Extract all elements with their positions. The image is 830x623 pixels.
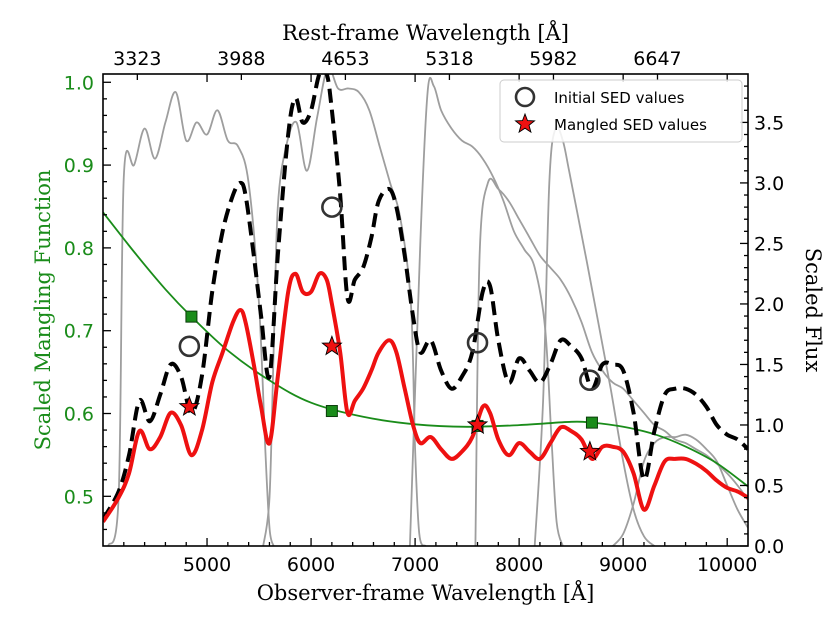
filter-curve-4 <box>474 177 748 546</box>
mangled-sed-point-1 <box>178 395 201 416</box>
filter-curve-5 <box>533 125 655 546</box>
mangling-knot-2 <box>325 405 338 418</box>
initial-sed-line <box>103 74 748 521</box>
legend-initial-label: Initial SED values <box>554 89 685 107</box>
mangling-knot-1 <box>185 310 198 323</box>
top-axis-label: Rest-frame Wavelength [Å] <box>282 20 569 45</box>
left-tick-label: 0.5 <box>64 486 94 508</box>
top-tick-label: 3988 <box>217 48 265 70</box>
right-tick-label: 0.0 <box>754 536 784 558</box>
sed-layer <box>103 74 748 523</box>
left-tick-label: 0.6 <box>64 404 94 426</box>
mangled-sed-point-4 <box>579 440 601 461</box>
x-tick-label: 6000 <box>287 554 335 576</box>
top-tick-label: 3323 <box>113 48 161 70</box>
right-tick-label: 0.5 <box>754 475 784 497</box>
filter-curve-6 <box>612 433 748 546</box>
top-tick-label: 4653 <box>321 48 369 70</box>
left-tick-label: 0.9 <box>64 155 94 177</box>
mangling-knot-4 <box>585 416 598 429</box>
top-tick-label: 5982 <box>529 48 577 70</box>
right-tick-label: 1.5 <box>754 354 784 376</box>
x-axis-label: Observer-frame Wavelength [Å] <box>257 580 595 605</box>
ticks-layer: 5000 6000 7000 8000 9000 10000 3323 3988 4653 531… <box>64 48 784 576</box>
legend-mangled-marker <box>514 112 536 134</box>
filter-curve-3 <box>409 77 564 546</box>
legend-mangled-label: Mangled SED values <box>554 116 707 134</box>
initial-sed-point-4 <box>579 369 601 391</box>
top-tick-label: 6647 <box>633 48 681 70</box>
x-tick-label: 5000 <box>183 554 231 576</box>
points-layer <box>178 196 601 461</box>
plot-frame <box>102 73 749 547</box>
x-tick-label: 7000 <box>391 554 439 576</box>
right-tick-label: 3.5 <box>754 112 784 134</box>
mangled-sed-line <box>103 271 748 523</box>
right-y-axis-label: Scaled Flux <box>801 248 825 373</box>
right-tick-label: 2.5 <box>754 233 784 255</box>
right-tick-label: 2.0 <box>754 294 784 316</box>
legend: Initial SED values Mangled SED values <box>499 79 743 143</box>
x-tick-label: 9000 <box>599 554 647 576</box>
left-tick-label: 0.8 <box>64 238 94 260</box>
mangled-sed-point-3 <box>466 413 489 435</box>
legend-initial-marker <box>514 86 536 108</box>
right-tick-label: 3.0 <box>754 173 784 195</box>
x-tick-label: 10000 <box>697 554 757 576</box>
right-tick-label: 1.0 <box>754 415 784 437</box>
initial-sed-point-3 <box>466 331 489 354</box>
left-tick-label: 1.0 <box>64 72 94 94</box>
mangled-sed-point-2 <box>321 335 343 356</box>
left-y-axis-label: Scaled Mangling Function <box>31 170 55 451</box>
legend-box <box>499 79 743 143</box>
top-tick-label: 5318 <box>425 48 473 70</box>
initial-sed-point-1 <box>178 335 201 358</box>
initial-sed-point-2 <box>321 196 343 218</box>
x-tick-label: 8000 <box>495 554 543 576</box>
left-tick-label: 0.7 <box>64 321 94 343</box>
